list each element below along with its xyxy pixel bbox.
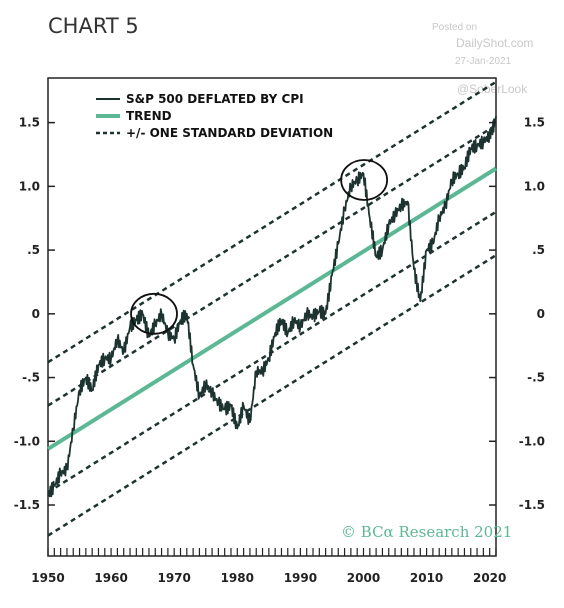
x-tick-label: 2000 xyxy=(347,571,380,585)
x-tick-label: 1950 xyxy=(31,571,64,585)
std-band-line-4 xyxy=(47,254,497,537)
copyright-text: © BCα Research 2021 xyxy=(341,523,512,541)
y-tick-label-right: 1.0 xyxy=(524,179,545,193)
y-tick-label-right: 0 xyxy=(537,307,545,321)
x-tick-label: 1960 xyxy=(94,571,127,585)
y-tick-label-right: -1.5 xyxy=(519,498,545,512)
x-tick-label: 1990 xyxy=(284,571,317,585)
x-axis: 1950 1960 1970 1980 1990 2000 2010 2020 xyxy=(31,548,506,585)
annotation-circle-2 xyxy=(340,159,389,201)
y-tick-label-right: -.5 xyxy=(527,371,545,385)
y-tick-label-right: .5 xyxy=(532,243,545,257)
x-tick-label: 2020 xyxy=(473,571,506,585)
legend-label-band: +/- ONE STANDARD DEVIATION xyxy=(126,126,333,140)
watermark-date: 27-Jan-2021 xyxy=(455,56,512,67)
plot-frame xyxy=(47,77,497,557)
y-axis-left: 1.5 1.0 .5 0 -.5 -1.0 -1.5 xyxy=(14,116,55,512)
x-tick-label: 1980 xyxy=(221,571,254,585)
sp500-series-line xyxy=(47,116,497,498)
y-tick-label-left: 1.0 xyxy=(19,179,40,193)
legend-label-trend: TREND xyxy=(126,109,172,123)
y-tick-label-right: 1.5 xyxy=(524,116,545,130)
chart-title: CHART 5 xyxy=(48,14,139,38)
legend-label-series: S&P 500 DEFLATED BY CPI xyxy=(126,92,304,106)
x-tick-label: 1970 xyxy=(157,571,190,585)
std-band-line-2 xyxy=(47,124,497,407)
y-tick-label-left: -.5 xyxy=(22,371,40,385)
annotation-circles xyxy=(130,159,389,335)
legend: S&P 500 DEFLATED BY CPI TREND +/- ONE ST… xyxy=(96,92,333,140)
sp500-series-group xyxy=(47,116,497,498)
watermark-handle: @SoberLook xyxy=(457,82,528,96)
watermark-site: DailyShot.com xyxy=(456,36,533,50)
y-tick-label-right: -1.0 xyxy=(519,434,545,448)
x-tick-label: 2010 xyxy=(410,571,443,585)
y-tick-label-left: 1.5 xyxy=(19,116,40,130)
trend-line xyxy=(46,166,498,451)
watermark-posted-on: Posted on xyxy=(432,22,477,33)
y-axis-right: 1.5 1.0 .5 0 -.5 -1.0 -1.5 xyxy=(489,116,545,512)
y-tick-label-left: -1.0 xyxy=(14,434,40,448)
std-band-line-1 xyxy=(47,80,497,364)
trend-line-group xyxy=(46,166,498,451)
y-tick-label-left: 0 xyxy=(32,307,40,321)
y-tick-label-left: .5 xyxy=(27,243,40,257)
annotation-circle-1 xyxy=(130,292,178,335)
y-tick-label-left: -1.5 xyxy=(14,498,40,512)
